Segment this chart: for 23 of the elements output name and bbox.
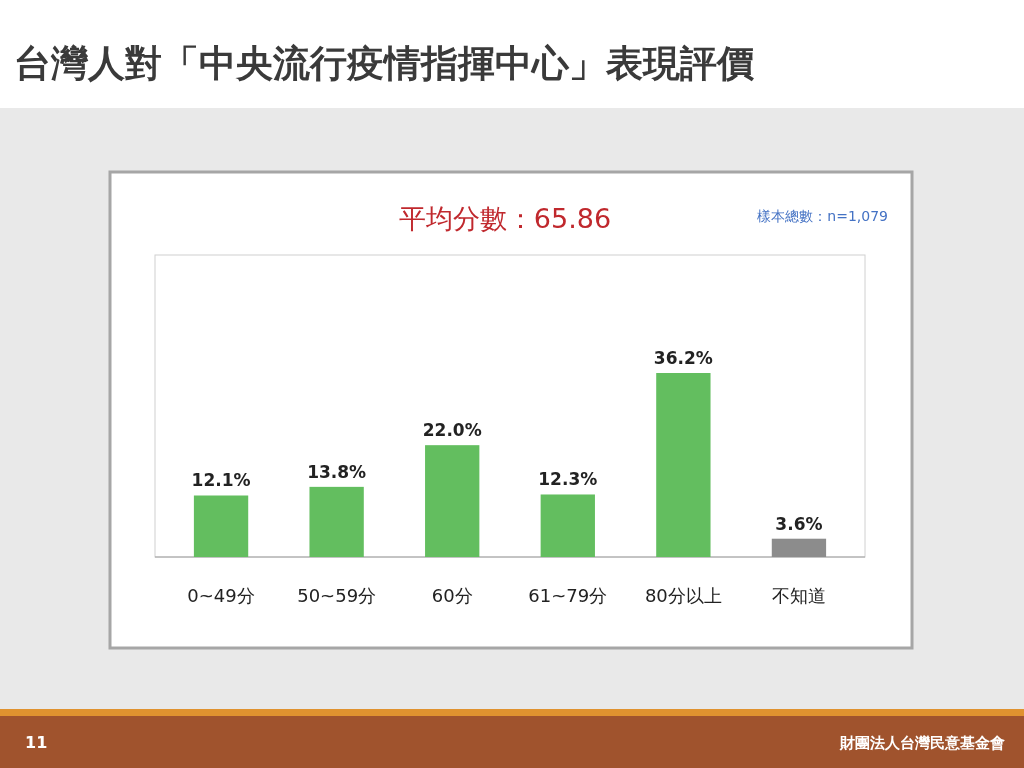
text: 財團法人台灣民意基金會 — [839, 734, 1005, 752]
data-label: 22.0% — [422, 420, 482, 441]
data-label: 36.2% — [653, 348, 713, 368]
bar — [656, 373, 711, 557]
chart-subtitle: 平均分數：65.86 — [398, 203, 612, 234]
x-tick-label: 不知道 — [771, 585, 826, 606]
x-tick-label: 61~79分 — [528, 585, 608, 606]
x-tick-label: 0~49分 — [187, 585, 255, 606]
x-tick-label: 50~59分 — [297, 585, 377, 606]
data-label: 12.1% — [191, 470, 251, 491]
bar — [309, 486, 364, 557]
bar — [193, 495, 249, 557]
x-tick-label: 60分 — [431, 585, 473, 606]
data-label: 12.3% — [538, 469, 598, 490]
bar — [425, 445, 480, 557]
x-tick-label: 80分以上 — [644, 585, 722, 606]
text: 樣本總數：n=1,079 — [757, 208, 888, 224]
chart-title: 台灣人對「中央流行疫情指揮中心」表現評價 — [14, 42, 754, 85]
data-label: 13.8% — [307, 461, 367, 482]
data-label: 3.6% — [775, 513, 823, 534]
bar — [540, 494, 595, 557]
text: 11 — [25, 733, 48, 752]
bar — [771, 538, 827, 557]
